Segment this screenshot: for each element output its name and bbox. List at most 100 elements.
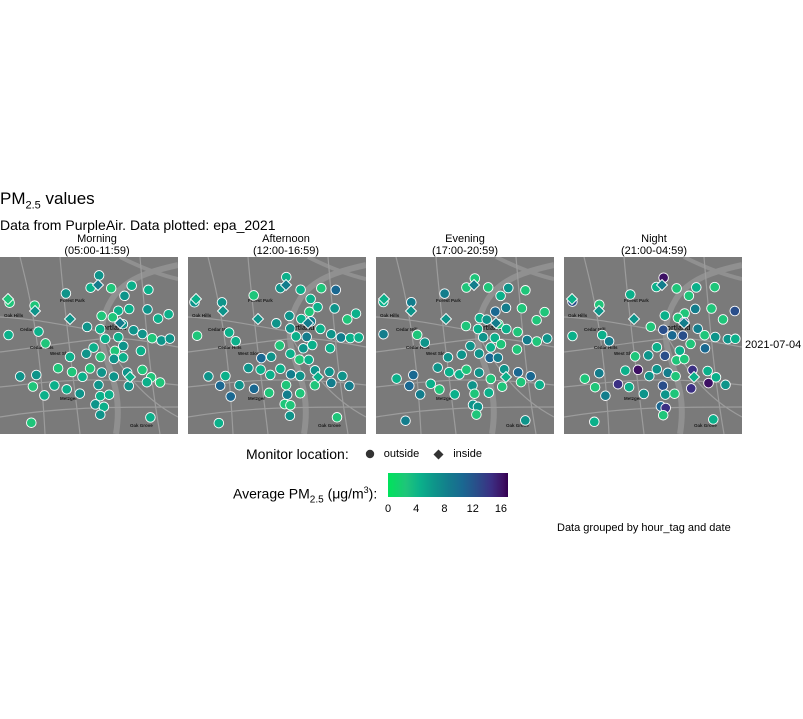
monitor-marker-outside (225, 391, 236, 402)
monitor-marker-outside (284, 410, 296, 422)
monitor-marker-outside (515, 376, 527, 388)
monitor-marker-outside (309, 380, 321, 391)
map-place-label: Forest Park (60, 298, 85, 303)
monitor-marker-outside (137, 364, 148, 376)
map-panel-morning: Forest Park Oak Hills Cedar Mill Cedar Hill… (0, 257, 178, 434)
monitor-marker-outside (643, 350, 654, 361)
monitor-marker-outside (666, 330, 678, 341)
monitor-marker-outside (496, 381, 508, 392)
monitor-marker-outside (699, 343, 711, 354)
monitor-marker-outside (14, 371, 26, 382)
color-bar-tick (388, 497, 389, 501)
map-place-label: Cedar Hills (30, 345, 54, 350)
monitor-marker-outside (290, 331, 302, 342)
monitor-marker-outside (329, 303, 340, 314)
monitor-marker-outside (295, 284, 306, 295)
monitor-marker-outside (105, 282, 117, 294)
monitor-marker-outside (39, 390, 50, 401)
monitor-marker-outside (708, 414, 719, 425)
monitor-marker-outside (294, 388, 306, 399)
monitor-marker-outside (511, 344, 523, 355)
monitor-marker-outside (119, 290, 130, 302)
monitor-marker-outside (703, 377, 714, 389)
monitor-marker-outside (471, 409, 482, 420)
monitor-marker-outside (142, 304, 153, 315)
color-bar-tick-label: 16 (494, 503, 508, 515)
monitor-marker-outside (223, 327, 235, 338)
map-place-label: West Slope (614, 351, 639, 356)
monitor-marker-outside (539, 306, 550, 318)
monitor-marker-outside (118, 340, 129, 352)
monitor-marker-outside (404, 380, 415, 392)
panel-header-afternoon: Afternoon (12:00-16:59) (197, 233, 375, 257)
monitor-marker-outside (670, 370, 681, 382)
monitor-marker-inside (687, 370, 701, 384)
monitor-marker-outside (449, 389, 460, 400)
panel-header-evening: Evening (17:00-20:59) (376, 233, 554, 257)
monitor-marker-outside (274, 340, 285, 351)
basemap: Forest Park Oak Hills Cedar Mill Cedar Hill… (376, 257, 554, 434)
monitor-marker-outside (330, 284, 342, 296)
monitor-marker-outside (326, 377, 337, 389)
color-bar-tick-label: 4 (413, 503, 420, 515)
monitor-marker-outside (315, 323, 326, 335)
map-place-label: Cedar Hills (594, 345, 618, 350)
monitor-marker-outside (657, 380, 669, 391)
monitor-marker-outside (483, 387, 495, 398)
map-place-label: Metzger (60, 396, 77, 401)
monitor-marker-outside (710, 372, 722, 383)
monitor-marker-outside (651, 341, 663, 353)
monitor-marker-outside (96, 367, 107, 378)
monitor-marker-outside (146, 332, 158, 344)
monitor-marker-outside (645, 321, 657, 333)
monitor-marker-outside (123, 380, 135, 392)
monitor-marker-outside (285, 348, 296, 359)
monitor-marker-outside (60, 288, 72, 299)
monitor-marker-outside (632, 364, 644, 376)
monitor-marker-outside (163, 308, 174, 320)
monitor-marker-outside (473, 348, 485, 359)
monitor-marker-outside (141, 376, 153, 388)
monitor-marker-outside (612, 378, 624, 390)
monitor-marker-outside (400, 415, 411, 426)
map-place-label: Portland (98, 325, 126, 332)
monitor-marker-outside (419, 337, 431, 348)
monitor-marker-outside (294, 354, 305, 365)
monitor-marker-outside (214, 380, 226, 391)
monitor-marker-outside (657, 409, 669, 421)
monitor-marker-outside (84, 363, 96, 374)
map-place-label: Oak Hills (192, 313, 212, 318)
monitor-marker-outside (95, 409, 106, 420)
monitor-marker-outside (230, 335, 241, 347)
monitor-marker-outside (96, 310, 107, 322)
monitor-marker-outside (284, 310, 295, 322)
monitor-marker-inside (467, 278, 481, 292)
map-place-label: Oak Grove (694, 423, 717, 428)
monitor-marker-outside (312, 301, 323, 313)
map-panel-afternoon: Forest Park Oak Hills Cedar Mill Cedar Hill… (188, 257, 366, 434)
monitor-marker-outside (108, 353, 120, 365)
monitor-marker-outside (305, 293, 316, 305)
monitor-marker-outside (342, 314, 353, 325)
monitor-marker-outside (123, 303, 135, 315)
monitor-marker-outside (482, 282, 494, 293)
monitor-marker-outside (443, 366, 455, 378)
monitor-marker-outside (265, 351, 277, 363)
monitor-marker-outside (442, 352, 454, 363)
monitor-marker-inside (123, 370, 137, 384)
color-bar-tick (500, 497, 502, 501)
map-place-label: Oak Hills (380, 313, 400, 318)
monitor-marker-inside (627, 312, 641, 326)
panel-header-morning: Morning (05:00-11:59) (8, 233, 186, 257)
monitor-marker-outside (135, 345, 147, 357)
monitor-marker-outside (651, 363, 663, 375)
map-place-label: Oak Grove (130, 423, 153, 428)
monitor-marker-outside (644, 370, 655, 382)
monitor-marker-outside (107, 312, 119, 323)
monitor-marker-outside (531, 336, 543, 347)
monitor-marker-outside (49, 380, 60, 391)
panel-time-range: (05:00-11:59) (64, 245, 130, 257)
caption: Data grouped by hour_tag and date (557, 522, 731, 534)
monitor-marker-outside (717, 314, 729, 325)
monitor-marker-outside (31, 369, 42, 381)
